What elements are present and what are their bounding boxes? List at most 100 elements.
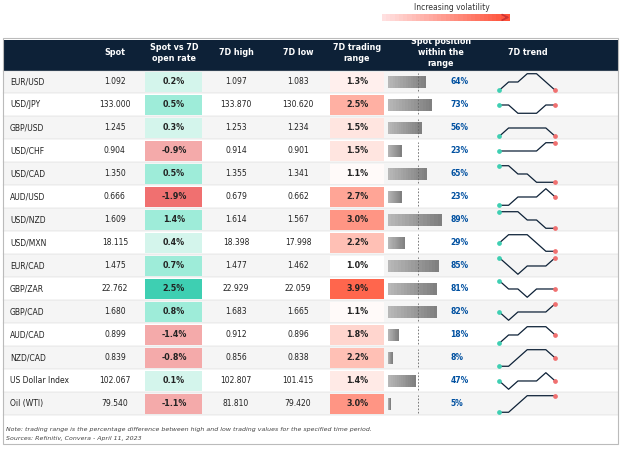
FancyBboxPatch shape: [388, 260, 391, 272]
FancyBboxPatch shape: [410, 122, 412, 134]
Text: -1.4%: -1.4%: [161, 330, 186, 339]
FancyBboxPatch shape: [3, 300, 618, 323]
Text: 0.8%: 0.8%: [163, 307, 185, 316]
FancyBboxPatch shape: [386, 14, 391, 21]
FancyBboxPatch shape: [401, 237, 402, 249]
FancyBboxPatch shape: [330, 164, 384, 184]
FancyBboxPatch shape: [410, 375, 412, 387]
FancyBboxPatch shape: [463, 14, 468, 21]
FancyBboxPatch shape: [393, 329, 394, 341]
FancyBboxPatch shape: [389, 191, 391, 203]
FancyBboxPatch shape: [415, 260, 419, 272]
FancyBboxPatch shape: [424, 168, 427, 180]
FancyBboxPatch shape: [395, 76, 398, 88]
Text: 0.839: 0.839: [104, 353, 126, 362]
FancyBboxPatch shape: [398, 260, 402, 272]
Text: AUD/CAD: AUD/CAD: [10, 330, 45, 339]
FancyBboxPatch shape: [388, 352, 389, 364]
FancyBboxPatch shape: [427, 214, 431, 226]
Text: NZD/CAD: NZD/CAD: [10, 353, 46, 362]
FancyBboxPatch shape: [401, 122, 404, 134]
Text: 1.567: 1.567: [287, 215, 309, 225]
FancyBboxPatch shape: [391, 145, 392, 157]
FancyBboxPatch shape: [330, 371, 384, 391]
FancyBboxPatch shape: [409, 168, 411, 180]
FancyBboxPatch shape: [388, 76, 391, 88]
FancyBboxPatch shape: [404, 306, 407, 318]
FancyBboxPatch shape: [330, 394, 384, 414]
FancyBboxPatch shape: [406, 76, 409, 88]
FancyBboxPatch shape: [404, 375, 407, 387]
Text: 18%: 18%: [450, 330, 469, 339]
FancyBboxPatch shape: [393, 145, 394, 157]
FancyBboxPatch shape: [442, 14, 446, 21]
Text: 73%: 73%: [450, 101, 469, 110]
Text: 0.1%: 0.1%: [163, 376, 185, 385]
FancyBboxPatch shape: [458, 14, 463, 21]
FancyBboxPatch shape: [390, 352, 391, 364]
Text: 89%: 89%: [450, 215, 469, 225]
FancyBboxPatch shape: [402, 99, 406, 111]
FancyBboxPatch shape: [403, 76, 406, 88]
Text: 1.097: 1.097: [225, 78, 247, 86]
FancyBboxPatch shape: [389, 352, 390, 364]
FancyBboxPatch shape: [395, 375, 397, 387]
FancyBboxPatch shape: [434, 214, 438, 226]
FancyBboxPatch shape: [396, 191, 397, 203]
FancyBboxPatch shape: [405, 99, 409, 111]
FancyBboxPatch shape: [408, 260, 412, 272]
FancyBboxPatch shape: [388, 237, 389, 249]
FancyBboxPatch shape: [402, 237, 403, 249]
FancyBboxPatch shape: [412, 260, 415, 272]
Text: 102.067: 102.067: [99, 376, 130, 385]
FancyBboxPatch shape: [479, 14, 484, 21]
FancyBboxPatch shape: [414, 168, 417, 180]
FancyBboxPatch shape: [421, 76, 424, 88]
Text: 17.998: 17.998: [285, 238, 311, 248]
Text: 1.680: 1.680: [104, 307, 125, 316]
Text: 79.540: 79.540: [101, 400, 129, 408]
FancyBboxPatch shape: [497, 14, 501, 21]
FancyBboxPatch shape: [419, 76, 421, 88]
Text: 0.899: 0.899: [104, 330, 126, 339]
FancyBboxPatch shape: [397, 122, 399, 134]
FancyBboxPatch shape: [397, 237, 398, 249]
FancyBboxPatch shape: [388, 329, 389, 341]
FancyBboxPatch shape: [424, 214, 427, 226]
FancyBboxPatch shape: [425, 99, 429, 111]
FancyBboxPatch shape: [399, 145, 401, 157]
FancyBboxPatch shape: [411, 99, 414, 111]
Text: 5%: 5%: [450, 400, 463, 408]
FancyBboxPatch shape: [392, 191, 393, 203]
Text: 2.5%: 2.5%: [346, 101, 368, 110]
FancyBboxPatch shape: [416, 14, 421, 21]
Text: USD/MXN: USD/MXN: [10, 238, 47, 248]
FancyBboxPatch shape: [394, 329, 395, 341]
Text: -1.9%: -1.9%: [161, 193, 186, 202]
FancyBboxPatch shape: [413, 76, 416, 88]
FancyBboxPatch shape: [388, 145, 389, 157]
Text: 1.234: 1.234: [288, 124, 309, 133]
FancyBboxPatch shape: [417, 99, 420, 111]
FancyBboxPatch shape: [398, 214, 402, 226]
FancyBboxPatch shape: [330, 72, 384, 92]
FancyBboxPatch shape: [454, 14, 459, 21]
FancyBboxPatch shape: [446, 14, 450, 21]
FancyBboxPatch shape: [391, 260, 395, 272]
FancyBboxPatch shape: [395, 14, 399, 21]
FancyBboxPatch shape: [397, 329, 398, 341]
Text: 7D low: 7D low: [283, 48, 314, 57]
FancyBboxPatch shape: [389, 375, 392, 387]
FancyBboxPatch shape: [428, 99, 432, 111]
FancyBboxPatch shape: [392, 237, 394, 249]
FancyBboxPatch shape: [397, 329, 399, 341]
Text: 1.092: 1.092: [104, 78, 125, 86]
FancyBboxPatch shape: [401, 283, 404, 295]
FancyBboxPatch shape: [394, 283, 397, 295]
FancyBboxPatch shape: [402, 375, 405, 387]
Text: EUR/CAD: EUR/CAD: [10, 261, 45, 271]
FancyBboxPatch shape: [393, 237, 395, 249]
FancyBboxPatch shape: [412, 122, 415, 134]
FancyBboxPatch shape: [406, 375, 409, 387]
Text: 81%: 81%: [450, 284, 469, 293]
